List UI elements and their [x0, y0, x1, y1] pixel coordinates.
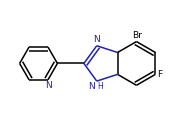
Text: Br: Br: [132, 31, 142, 40]
Text: F: F: [158, 70, 163, 79]
Text: N: N: [93, 35, 100, 44]
Text: N: N: [45, 81, 52, 90]
Text: N: N: [88, 82, 95, 91]
Text: H: H: [97, 82, 103, 91]
